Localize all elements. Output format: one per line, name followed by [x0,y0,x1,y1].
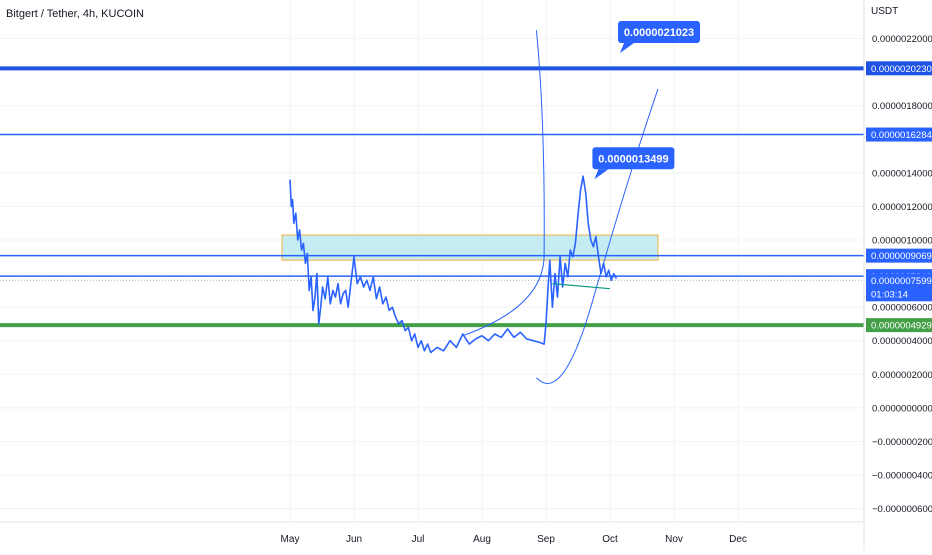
parabola-curve-right [536,88,659,384]
price-level-tag-label: 0.0000009069 [871,251,932,262]
y-tick-label: 0.0000010000 [872,236,932,247]
current-price-label: 0.0000007599 [871,276,932,287]
x-tick-label: Sep [537,534,555,545]
x-tick-label: Jun [346,534,362,545]
y-tick-label: 0.0000004000 [872,336,932,347]
price-axis-unit: USDT [871,6,899,17]
price-level-tag-label: 0.0000020230 [871,64,932,75]
price-level-tag [866,248,932,263]
y-tick-label: 0.0000022000 [872,34,932,45]
price-callout-box [618,21,700,44]
price-callout-pointer [620,43,634,54]
price-callout-pointer [594,169,609,180]
y-tick-label: 0.0000002000 [872,370,932,381]
price-series-line [289,175,618,354]
price-callout-label: 0.0000013499 [598,153,668,165]
countdown-label: 01:03:14 [871,289,908,300]
x-tick-label: May [281,534,300,545]
price-level-tag [866,318,932,333]
x-tick-label: Aug [473,534,491,545]
y-tick-label: 0.0000014000 [872,168,932,179]
x-tick-label: Jul [412,534,425,545]
x-tick-label: Oct [602,534,618,545]
x-tick-label: Dec [729,534,747,545]
price-level-tag-label: 0.0000016284 [871,130,932,141]
x-tick-label: Nov [665,534,683,545]
y-tick-label: 0.0000012000 [872,202,932,213]
trend-segment [552,283,611,290]
y-tick-label: −0.0000006000 [872,504,932,515]
y-tick-label: 0.0000000000 [872,403,932,414]
price-level-tag [866,127,932,142]
price-level-tag-label: 0.0000004929 [871,321,932,332]
y-tick-label: 0.0000006000 [872,303,932,314]
y-tick-label: −0.0000004000 [872,471,932,482]
y-tick-label: −0.0000002000 [872,437,932,448]
parabola-curve-left [462,30,545,337]
current-price-tag [866,273,932,302]
chart-title: Bitgert / Tether, 4h, KUCOIN [6,8,144,20]
price-callout-label: 0.0000021023 [624,27,694,39]
y-tick-label: 0.0000018000 [872,101,932,112]
price-callout-box [592,147,675,170]
price-level-tag [866,61,932,76]
